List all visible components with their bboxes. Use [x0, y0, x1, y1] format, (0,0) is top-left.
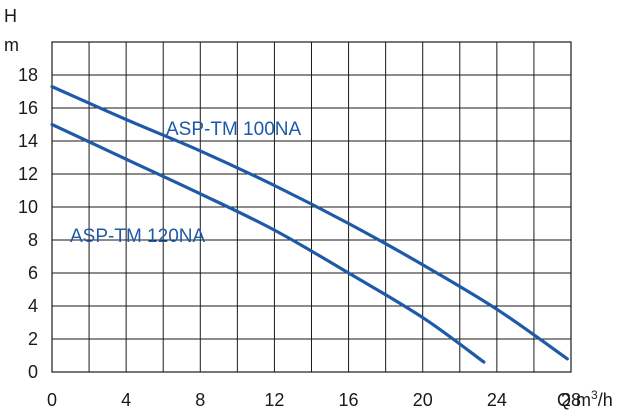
y-tick-label: 18 [18, 65, 38, 85]
series-label: ASP-TM 120NA [70, 226, 205, 247]
x-tick-label: 28 [561, 390, 581, 410]
y-tick-label: 8 [28, 230, 38, 250]
y-tick-label: 6 [28, 263, 38, 283]
y-tick-label: 0 [28, 362, 38, 382]
y-tick-label: 16 [18, 98, 38, 118]
y-tick-label: 14 [18, 131, 38, 151]
x-axis-unit-sup: 3 [591, 388, 598, 402]
y-axis-label: H [4, 6, 17, 26]
x-tick-label: 0 [47, 390, 57, 410]
x-tick-labels: 0 4 8 12 16 20 24 28 [47, 390, 581, 410]
x-tick-label: 12 [264, 390, 284, 410]
x-tick-label: 16 [339, 390, 359, 410]
y-tick-label: 2 [28, 329, 38, 349]
series-line [50, 85, 569, 361]
series-label: ASP-TM 100NA [166, 119, 301, 140]
series-line [50, 122, 486, 364]
y-axis-unit: m [4, 35, 19, 55]
grid [52, 42, 571, 372]
x-tick-label: 8 [195, 390, 205, 410]
series-labels: ASP-TM 100NA ASP-TM 120NA [70, 119, 301, 247]
x-axis-label-main: Q m [557, 390, 591, 410]
plot-frame [51, 41, 572, 373]
y-tick-label: 10 [18, 197, 38, 217]
x-axis-unit-tail: /h [598, 390, 613, 410]
x-tick-label: 20 [413, 390, 433, 410]
y-tick-label: 4 [28, 296, 38, 316]
x-tick-label: 24 [487, 390, 507, 410]
x-tick-label: 4 [121, 390, 131, 410]
x-axis-label: Q m3/h [557, 388, 613, 410]
y-tick-label: 12 [18, 164, 38, 184]
curves [50, 85, 569, 364]
y-tick-labels: 0 2 4 6 8 10 12 14 16 18 [18, 65, 38, 382]
